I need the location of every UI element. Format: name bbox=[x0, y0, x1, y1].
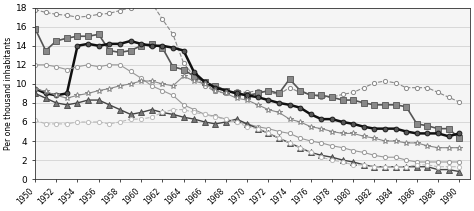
Y-axis label: Per one thousand inhabitants: Per one thousand inhabitants bbox=[4, 37, 13, 150]
